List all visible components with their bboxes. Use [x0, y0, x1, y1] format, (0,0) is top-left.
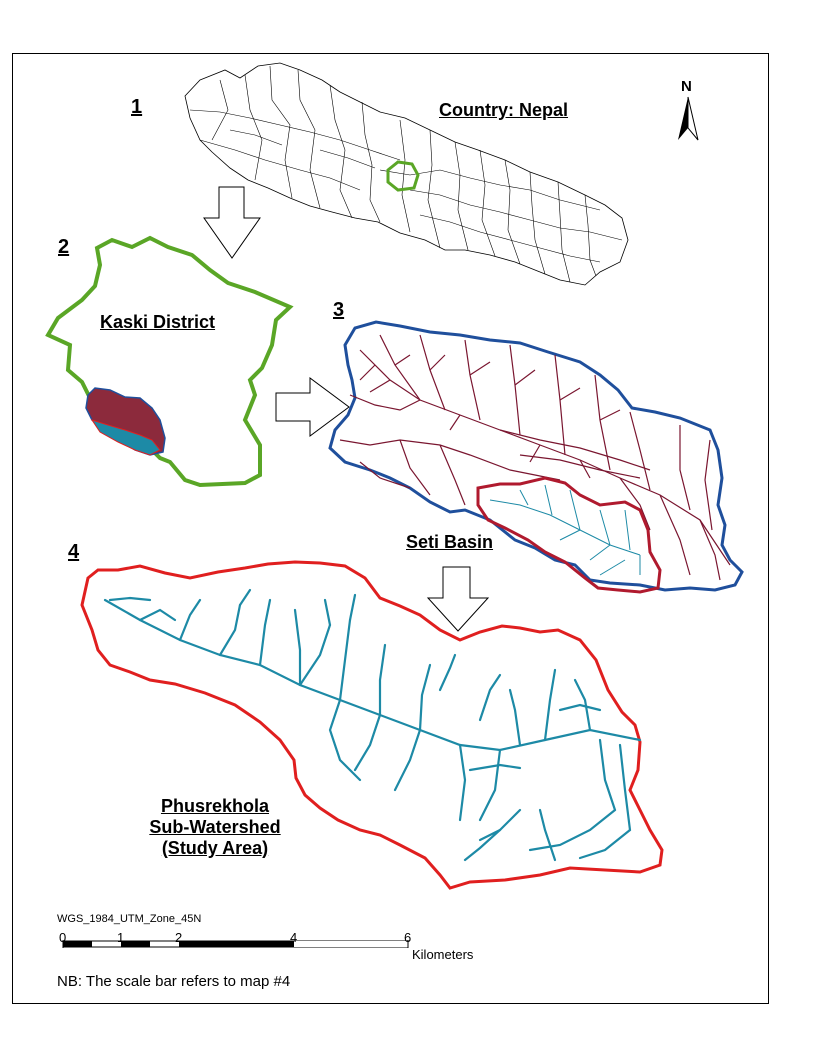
seti-basin-map: [328, 320, 744, 594]
map3-number: 3: [333, 299, 345, 321]
arrow-down-icon: [203, 186, 261, 259]
study-inset: [90, 419, 161, 456]
map1-number: 1: [131, 96, 143, 118]
kaski-outline: [45, 235, 294, 488]
scale-tick-1: 1: [117, 930, 125, 945]
map2-title: Kaski District: [100, 312, 216, 332]
arrow-right-icon: [275, 377, 350, 437]
nepal-map: [184, 62, 629, 286]
map3-title: Seti Basin: [406, 532, 494, 552]
study-streams-inset: [489, 484, 641, 576]
arrow-down-icon-2: [426, 566, 490, 632]
map4-number: 4: [68, 541, 80, 563]
scale-tick-6: 6: [404, 930, 412, 945]
scale-bar: [62, 940, 409, 948]
study-streams: [103, 588, 642, 862]
seti-streams: [339, 334, 731, 581]
district-boundaries: [189, 65, 623, 283]
study-area-map: [80, 560, 664, 890]
north-letter: N: [681, 78, 692, 95]
map-frame: [12, 53, 769, 1004]
kaski-map: [45, 235, 294, 488]
map1-title: Country: Nepal: [439, 100, 569, 120]
scale-tick-4: 4: [290, 930, 298, 945]
map4-title-line1: Phusrekhola: [160, 796, 270, 816]
scale-unit: Kilometers: [412, 947, 474, 962]
scale-tick-2: 2: [175, 930, 183, 945]
map4-title-line3: (Study Area): [161, 838, 269, 858]
nepal-outline: [184, 62, 629, 286]
study-outline: [80, 560, 664, 890]
map2-number: 2: [58, 236, 70, 258]
projection-label: WGS_1984_UTM_Zone_45N: [57, 913, 202, 925]
map4-title: Phusrekhola Sub-Watershed (Study Area): [130, 796, 300, 859]
map4-title-line2: Sub-Watershed: [149, 817, 281, 837]
scale-tick-0: 0: [59, 930, 67, 945]
kaski-highlight: [386, 160, 420, 192]
north-arrow-icon: [678, 96, 699, 141]
scale-note: NB: The scale bar refers to map #4: [57, 973, 291, 990]
study-outline-inset: [476, 476, 662, 594]
